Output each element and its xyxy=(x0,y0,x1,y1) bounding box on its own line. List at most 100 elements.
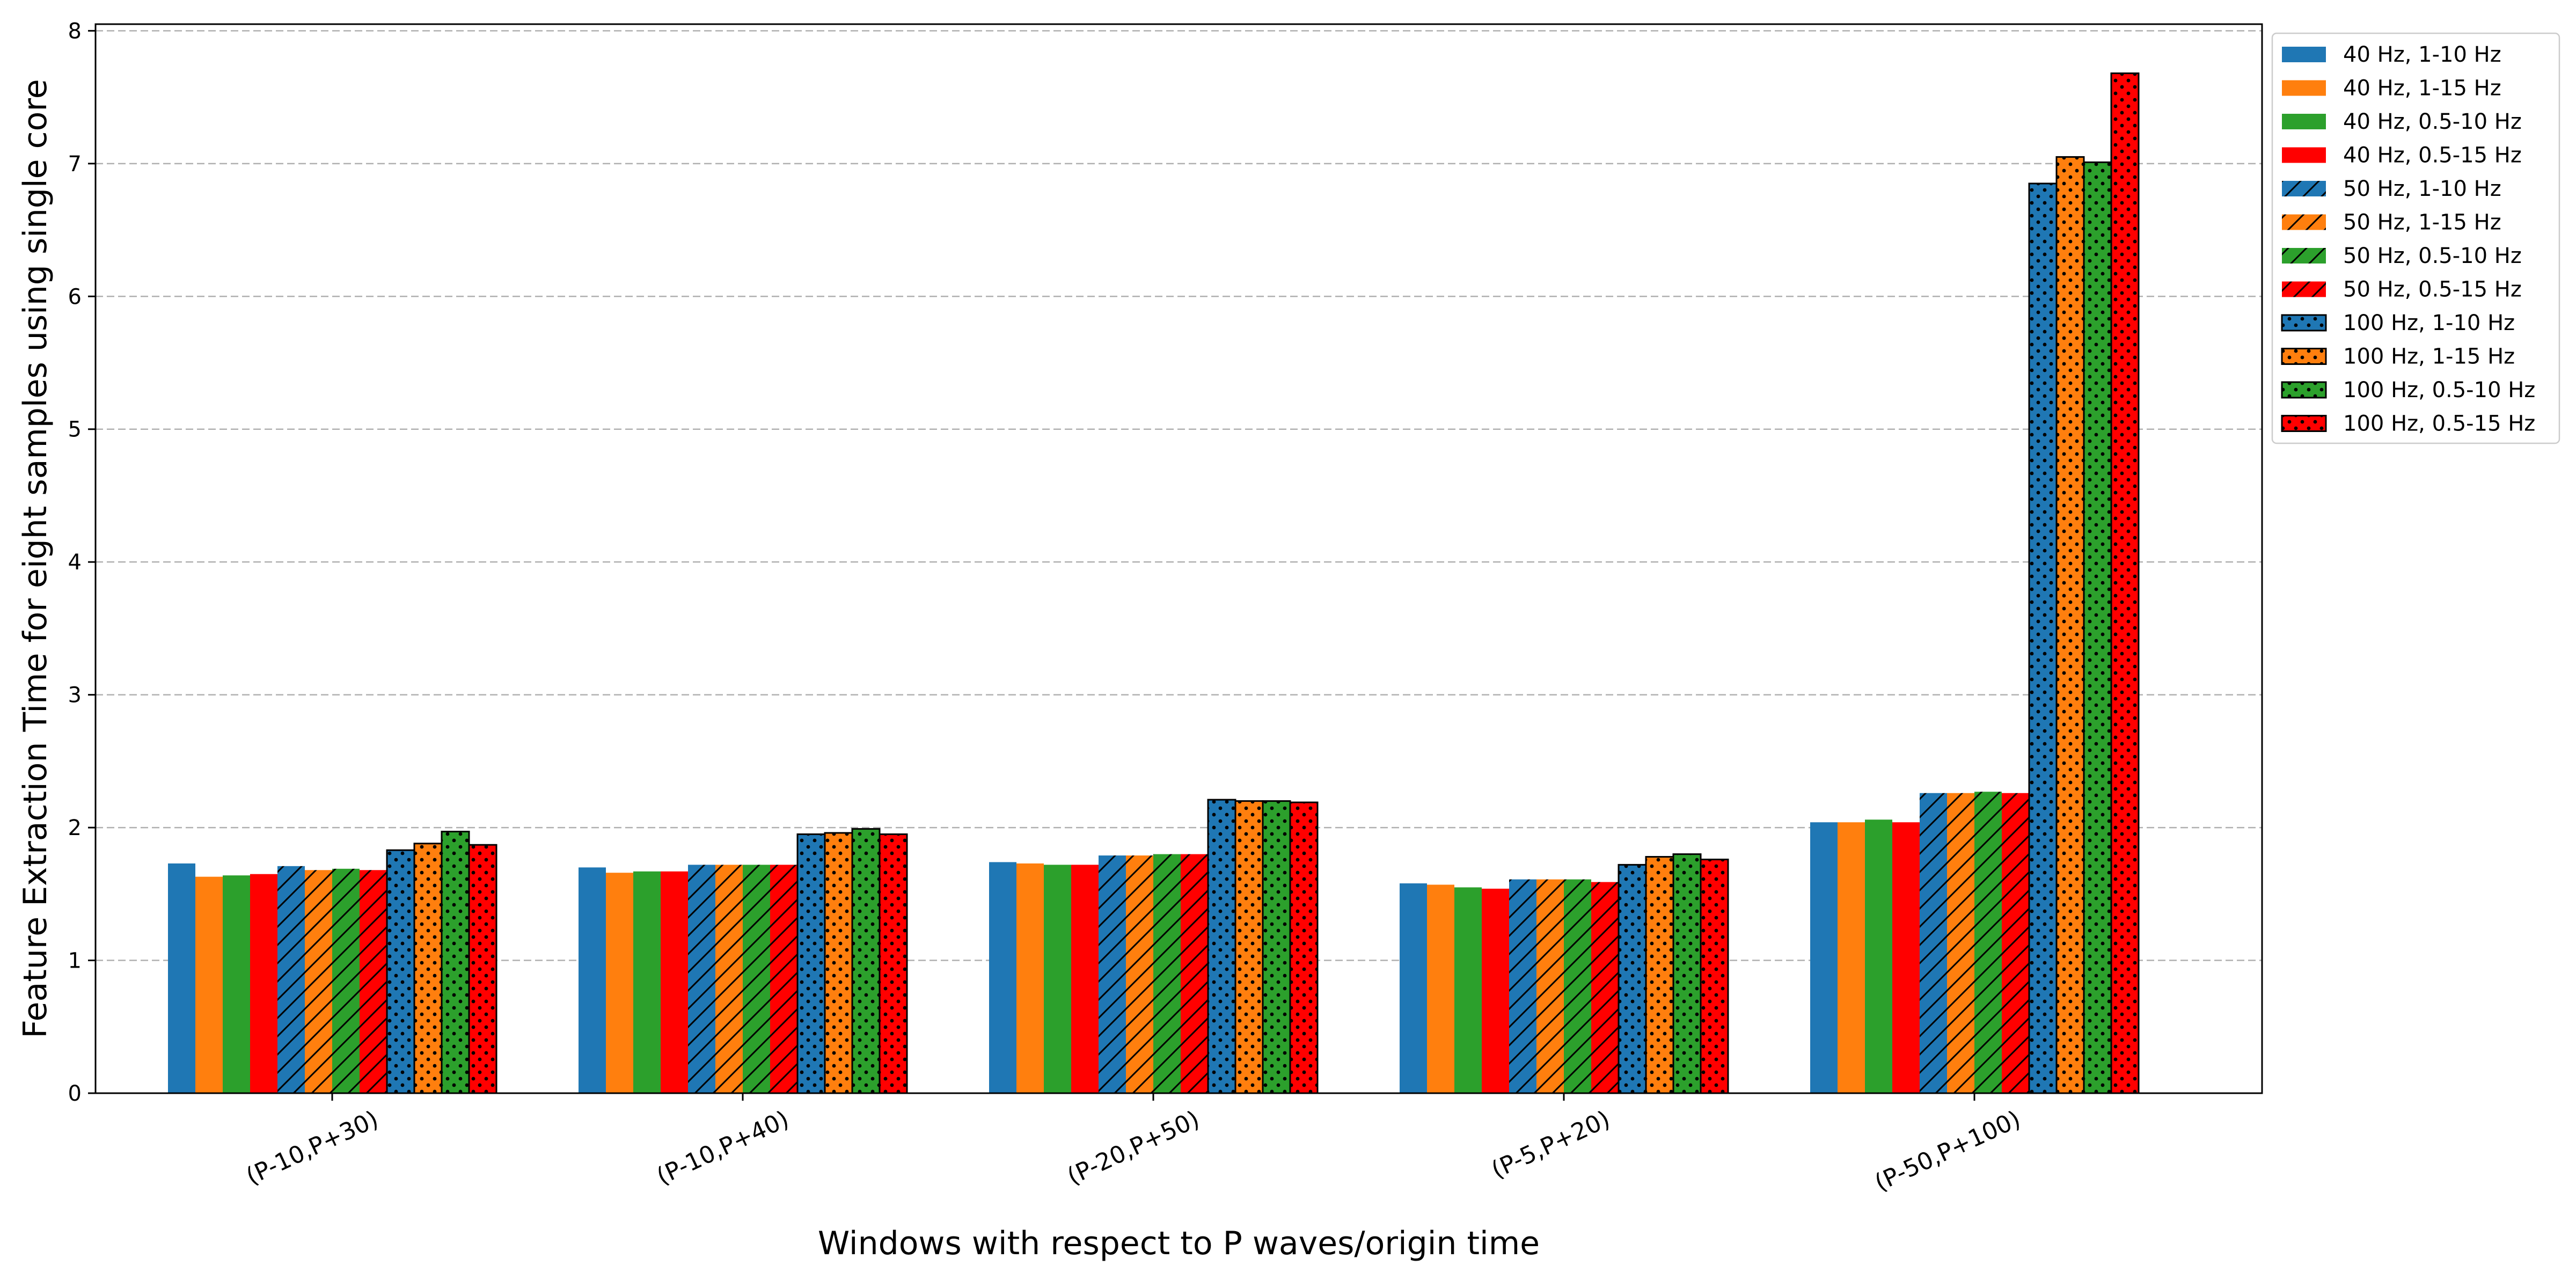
bar xyxy=(2083,161,2112,1094)
bar xyxy=(1400,883,1427,1093)
bar xyxy=(1509,879,1536,1093)
legend-swatch xyxy=(2282,281,2326,297)
legend-entry-label: 100 Hz, 0.5-15 Hz xyxy=(2343,412,2535,436)
legend-entry-label: 100 Hz, 0.5-10 Hz xyxy=(2343,378,2535,402)
legend-box xyxy=(2271,32,2560,444)
bar xyxy=(1564,879,1591,1093)
bar xyxy=(1974,792,2002,1093)
bar xyxy=(770,865,797,1093)
bar xyxy=(413,843,443,1094)
bar xyxy=(1810,822,1838,1093)
bar xyxy=(1126,855,1153,1093)
bar xyxy=(688,865,715,1093)
bar xyxy=(1591,882,1619,1093)
bar xyxy=(1262,800,1291,1094)
bar xyxy=(1920,793,1947,1093)
y-tick-label: 2 xyxy=(68,816,82,840)
plot-area-frame xyxy=(94,23,2263,1094)
grid-lines xyxy=(96,30,2262,961)
bar xyxy=(1099,855,1126,1093)
bar xyxy=(386,849,415,1094)
bar xyxy=(1071,865,1099,1093)
bar xyxy=(360,870,387,1093)
bar xyxy=(1536,879,1564,1093)
legend-swatch xyxy=(2282,248,2326,264)
legend-entry-label: 40 Hz, 1-10 Hz xyxy=(2343,42,2501,67)
y-tick-label: 6 xyxy=(68,284,82,309)
bar xyxy=(1153,854,1181,1093)
legend-entry-label: 50 Hz, 0.5-10 Hz xyxy=(2343,244,2522,268)
bar xyxy=(441,831,470,1094)
bar xyxy=(250,874,277,1093)
bar xyxy=(1618,863,1647,1094)
legend-entry-label: 50 Hz, 1-10 Hz xyxy=(2343,177,2501,201)
x-axis-label: Windows with respect to P waves/origin t… xyxy=(818,1225,1540,1262)
legend-entry-label: 50 Hz, 0.5-15 Hz xyxy=(2343,277,2522,302)
y-tick-label: 8 xyxy=(68,19,82,43)
bar xyxy=(1892,822,1920,1093)
legend-swatch xyxy=(2282,80,2326,96)
legend-swatch xyxy=(2281,348,2327,365)
bar xyxy=(223,875,250,1093)
legend-entry-label: 100 Hz, 1-10 Hz xyxy=(2343,311,2515,335)
bar xyxy=(1427,884,1454,1093)
y-axis-label: Feature Extraction Time for eight sample… xyxy=(17,79,54,1038)
bar xyxy=(851,828,881,1094)
bar xyxy=(2028,182,2058,1094)
bar xyxy=(1700,858,1729,1094)
legend-swatch xyxy=(2281,314,2327,332)
bar xyxy=(796,833,826,1094)
legend: 40 Hz, 1-10 Hz 40 Hz, 1-15 Hz 40 Hz, 0.5-1… xyxy=(2271,32,2560,444)
legend-entry-label: 100 Hz, 1-15 Hz xyxy=(2343,345,2515,369)
y-tick-label: 4 xyxy=(68,550,82,575)
y-tick-label: 1 xyxy=(68,949,82,974)
bar xyxy=(1865,819,1892,1093)
bar xyxy=(1016,863,1044,1093)
bar xyxy=(1482,888,1509,1093)
y-tick-label: 0 xyxy=(68,1081,82,1106)
bar xyxy=(1207,799,1236,1094)
bar xyxy=(1181,854,1208,1093)
bar xyxy=(824,832,853,1094)
bar xyxy=(2110,72,2140,1094)
bar xyxy=(195,876,223,1093)
bar xyxy=(468,844,497,1094)
legend-entry-label: 40 Hz, 0.5-10 Hz xyxy=(2343,109,2522,134)
bar xyxy=(633,871,661,1093)
bar xyxy=(1672,853,1702,1094)
y-tick-label: 3 xyxy=(68,683,82,708)
bar xyxy=(332,868,360,1093)
bar xyxy=(606,873,633,1093)
bar xyxy=(277,866,305,1093)
bar xyxy=(1289,801,1319,1094)
bar xyxy=(2002,793,2029,1093)
legend-entry-label: 40 Hz, 0.5-15 Hz xyxy=(2343,143,2522,168)
bar xyxy=(1645,856,1674,1094)
bar xyxy=(661,871,688,1093)
legend-swatch xyxy=(2281,381,2327,399)
y-axis: 0 1 2 3 4 5 6 7 8 xyxy=(68,19,96,1106)
bar xyxy=(2055,156,2085,1094)
bar xyxy=(879,833,908,1094)
y-tick-label: 7 xyxy=(68,152,82,177)
bar xyxy=(579,867,606,1093)
legend-swatch xyxy=(2282,181,2326,196)
bar xyxy=(1838,822,1865,1093)
bar xyxy=(1454,887,1482,1093)
legend-swatch xyxy=(2282,147,2326,163)
legend-swatch xyxy=(2282,214,2326,230)
bar xyxy=(1044,865,1071,1093)
bar xyxy=(1947,793,1974,1093)
legend-swatch xyxy=(2282,114,2326,129)
bar xyxy=(305,870,332,1093)
bar xyxy=(715,865,743,1093)
y-tick-label: 5 xyxy=(68,418,82,442)
bar xyxy=(1234,800,1264,1094)
legend-swatch xyxy=(2281,415,2327,432)
bars xyxy=(168,72,2140,1094)
legend-swatch xyxy=(2282,47,2326,62)
legend-entry-label: 40 Hz, 1-15 Hz xyxy=(2343,76,2501,101)
bar xyxy=(168,863,195,1093)
